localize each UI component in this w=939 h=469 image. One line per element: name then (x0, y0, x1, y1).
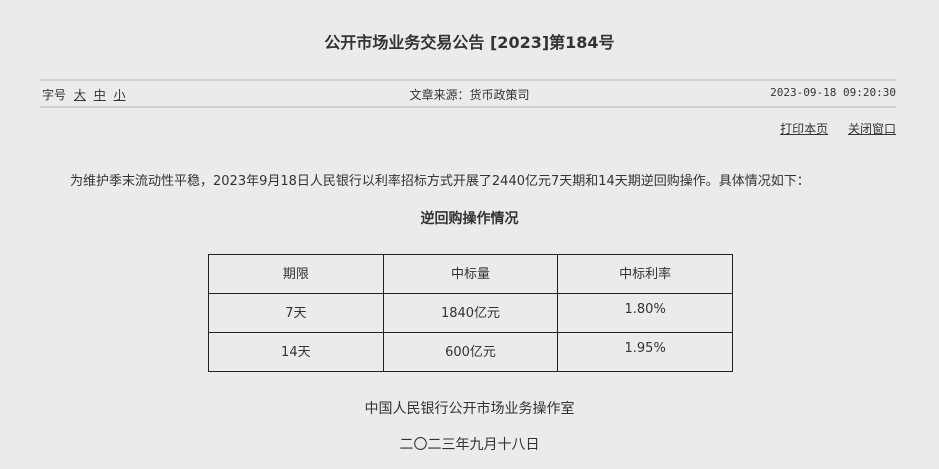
divider (40, 106, 896, 108)
font-size-large[interactable]: 大 (73, 88, 86, 102)
page-actions: 打印本页 关闭窗口 (764, 120, 896, 137)
print-page-link[interactable]: 打印本页 (780, 122, 829, 136)
signature-date: 二〇二三年九月十八日 (399, 437, 540, 453)
divider (40, 79, 896, 81)
reverse-repo-table: 期限 中标量 中标利率 7天 1840亿元 1.80% 14天 600亿元 1.… (208, 254, 733, 372)
table-title: 逆回购操作情况 (420, 211, 519, 227)
page-title: 公开市场业务交易公告 [2023]第184号 (324, 33, 615, 52)
header-rate: 中标利率 (557, 254, 733, 294)
table-header-row: 期限 中标量 中标利率 (208, 254, 733, 294)
table-row: 14天 600亿元 1.95% (208, 332, 733, 372)
cell-rate: 1.95% (557, 332, 733, 372)
font-size-label: 字号 (42, 88, 67, 102)
cell-rate: 1.80% (557, 293, 733, 333)
cell-term: 7天 (208, 293, 384, 333)
header-amount: 中标量 (382, 254, 559, 294)
cell-amount: 600亿元 (382, 332, 559, 372)
table-row: 7天 1840亿元 1.80% (208, 293, 733, 333)
font-size-small[interactable]: 小 (113, 88, 126, 102)
close-window-link[interactable]: 关闭窗口 (847, 122, 896, 136)
announcement-paragraph: 为维护季末流动性平稳，2023年9月18日人民银行以利率招标方式开展了2440亿… (70, 174, 810, 189)
header-term: 期限 (208, 254, 384, 294)
signature-org: 中国人民银行公开市场业务操作室 (364, 401, 575, 417)
font-size-medium[interactable]: 中 (93, 88, 106, 102)
cell-term: 14天 (208, 332, 384, 372)
cell-amount: 1840亿元 (382, 293, 559, 333)
publish-datetime: 2023-09-18 09:20:30 (770, 86, 896, 99)
article-source: 文章来源：货币政策司 (409, 88, 530, 102)
font-size-control: 字号 大 中 小 (42, 86, 126, 103)
